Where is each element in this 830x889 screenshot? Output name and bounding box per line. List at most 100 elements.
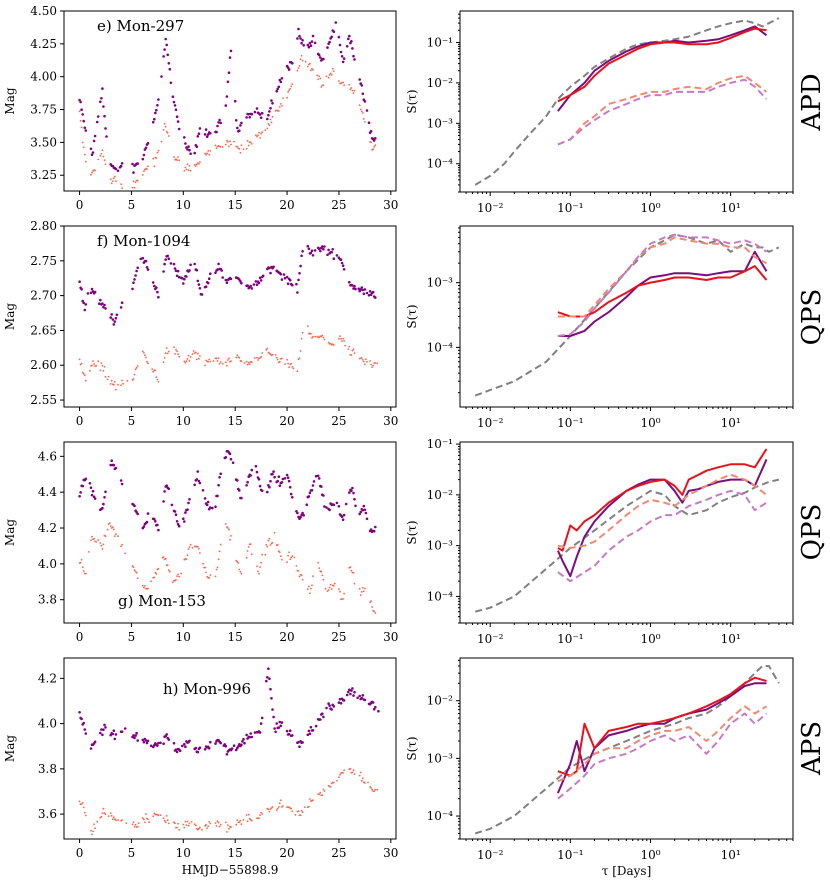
data-point	[300, 574, 303, 577]
data-point	[259, 116, 263, 119]
data-point	[344, 502, 348, 506]
data-point	[282, 273, 286, 276]
data-point	[108, 522, 111, 524]
class-label: QPS	[797, 504, 827, 561]
data-point	[201, 489, 205, 492]
data-point	[134, 734, 137, 737]
data-point	[214, 575, 217, 578]
data-point	[320, 485, 323, 488]
data-point	[90, 287, 94, 291]
data-point	[376, 788, 379, 791]
data-point	[208, 153, 211, 156]
data-point	[78, 495, 81, 498]
data-point	[373, 610, 376, 613]
data-point	[188, 739, 191, 743]
data-point	[319, 249, 322, 253]
data-point	[374, 144, 377, 147]
x-tick-label: 10	[176, 414, 191, 428]
data-point	[101, 548, 104, 550]
data-point	[143, 818, 145, 821]
data-point	[84, 160, 87, 163]
data-point	[288, 485, 292, 489]
data-point	[339, 590, 341, 593]
data-point	[195, 145, 199, 148]
data-point	[196, 828, 199, 831]
data-point	[351, 349, 354, 352]
data-point	[344, 344, 347, 347]
data-point	[185, 824, 188, 827]
data-point	[276, 543, 279, 546]
data-point	[196, 470, 200, 473]
data-point	[361, 586, 364, 589]
data-point	[338, 588, 340, 590]
data-point	[269, 106, 272, 110]
data-point	[215, 130, 218, 134]
data-point	[280, 481, 284, 484]
data-point	[247, 546, 250, 548]
data-point	[143, 586, 145, 589]
data-point	[255, 107, 259, 110]
data-point	[269, 353, 272, 356]
data-point	[110, 182, 113, 185]
data-point	[349, 88, 352, 91]
data-point	[91, 171, 93, 174]
data-point	[372, 529, 376, 533]
data-point	[157, 741, 160, 745]
data-point	[155, 573, 158, 575]
data-point	[332, 70, 335, 72]
data-point	[133, 278, 136, 281]
data-point	[137, 822, 140, 824]
data-point	[290, 85, 293, 88]
x-tick-label: 15	[228, 630, 243, 644]
data-point	[374, 525, 377, 529]
data-point	[331, 248, 335, 251]
data-point	[104, 726, 107, 729]
data-point	[235, 823, 238, 826]
data-point	[239, 124, 242, 127]
data-point	[163, 122, 166, 125]
data-point	[246, 550, 249, 552]
data-point	[141, 256, 145, 260]
data-point	[114, 167, 118, 171]
data-point	[239, 819, 242, 822]
y-tick-label: 10⁻²	[427, 76, 454, 90]
data-point	[365, 291, 369, 295]
data-point	[270, 697, 273, 700]
data-point	[152, 815, 155, 818]
data-point	[199, 552, 201, 554]
y-tick-label: 4.4	[38, 485, 57, 499]
data-point	[339, 335, 341, 338]
data-point	[310, 333, 312, 335]
data-point	[341, 340, 343, 342]
data-point	[342, 57, 346, 60]
data-point	[185, 168, 188, 171]
data-point	[151, 120, 155, 124]
data-point	[215, 568, 218, 571]
data-point	[328, 704, 331, 707]
data-point	[360, 286, 364, 289]
data-point	[219, 543, 222, 546]
y-tick-label: 3.50	[30, 135, 57, 149]
data-point	[147, 587, 149, 590]
data-point	[167, 569, 170, 571]
data-point	[104, 127, 107, 130]
data-point	[164, 821, 167, 823]
data-point	[343, 592, 345, 595]
data-point	[329, 583, 332, 586]
data-point	[286, 66, 290, 69]
data-point	[115, 313, 119, 317]
data-point	[288, 89, 290, 92]
data-point	[212, 360, 215, 362]
data-point	[82, 721, 85, 725]
data-point	[164, 125, 167, 128]
data-point	[358, 78, 362, 81]
data-point	[351, 47, 354, 50]
data-point	[84, 129, 88, 132]
data-point	[99, 731, 102, 735]
data-point	[325, 506, 328, 509]
data-point	[78, 711, 81, 714]
data-point	[225, 281, 229, 285]
data-point	[312, 575, 314, 578]
x-tick-label: 15	[228, 414, 243, 428]
data-point	[345, 693, 349, 697]
